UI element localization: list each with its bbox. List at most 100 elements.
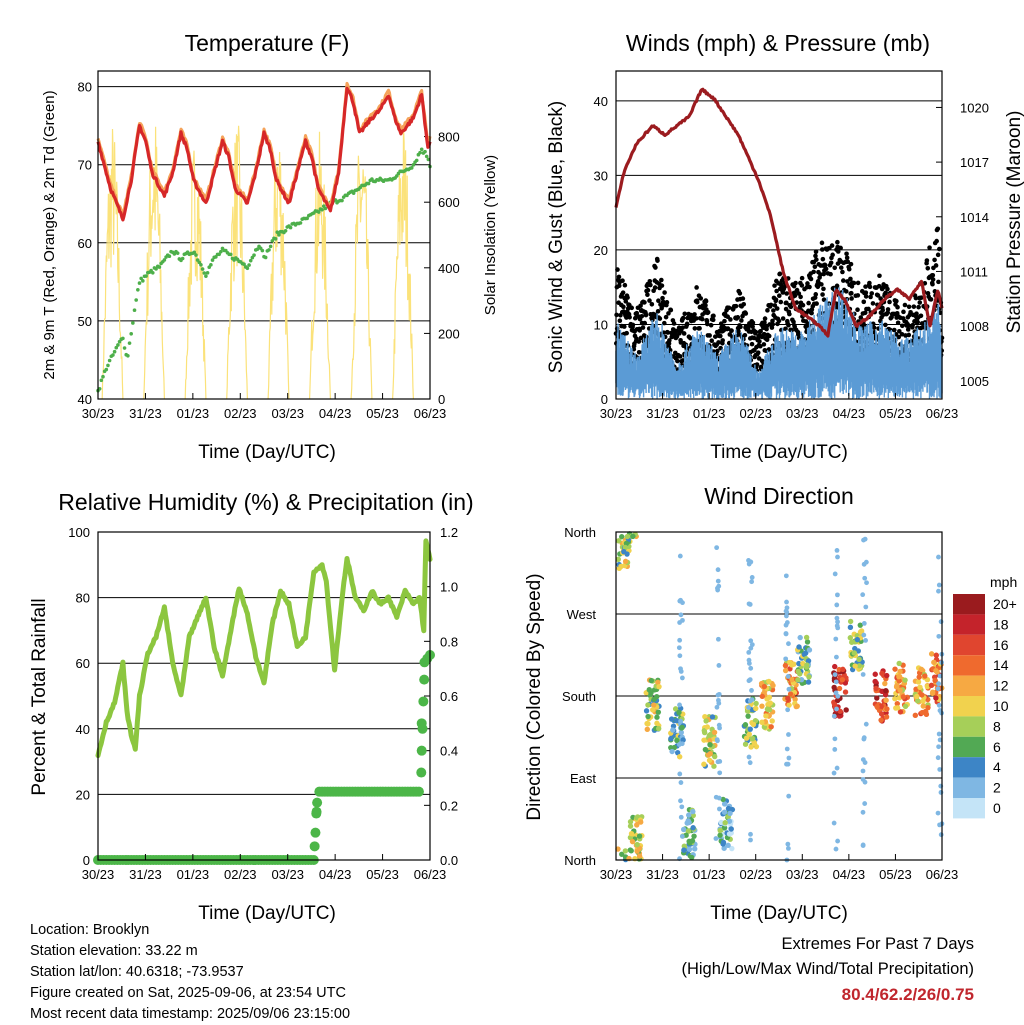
dewpoint-point (263, 255, 268, 260)
gust-point (793, 280, 798, 286)
legend-label: 2 (993, 780, 1001, 796)
direction-point (707, 750, 713, 757)
gust-point (666, 311, 671, 316)
direction-point (856, 656, 862, 663)
direction-point (761, 683, 768, 690)
gust-point (806, 300, 811, 306)
gust-point (906, 304, 912, 310)
gust-point (722, 318, 727, 324)
direction-point (872, 671, 878, 677)
direction-point (935, 755, 941, 761)
gust-point (660, 295, 665, 301)
temperature-xtick-label: 01/23 (177, 406, 210, 421)
gust-point (662, 290, 667, 295)
gust-point (645, 287, 651, 293)
direction-point (784, 599, 789, 605)
precip-point (311, 808, 322, 819)
gust-point (798, 294, 803, 300)
direction-point (679, 675, 685, 681)
direction-point (714, 704, 720, 710)
legend-label: 18 (993, 616, 1009, 632)
direction-point (936, 582, 942, 588)
precip-point (310, 827, 321, 838)
direction-point (797, 634, 803, 641)
direction-point (832, 672, 838, 677)
latlon-text: Station lat/lon: 40.6318; -73.9537 (30, 964, 244, 980)
direction-point (787, 691, 794, 697)
gust-point (813, 249, 819, 255)
gust-point (899, 323, 905, 329)
direction-point (645, 702, 651, 708)
gust-point (813, 253, 818, 259)
dewpoint-point (351, 191, 356, 195)
gust-point (867, 284, 873, 290)
dewpoint-point (97, 386, 102, 391)
legend-label: 20+ (993, 596, 1017, 612)
temperature-xtick-label: 03/23 (271, 406, 304, 421)
direction-point (938, 619, 944, 625)
location-text: Location: Brooklyn (30, 922, 150, 938)
direction-point (681, 847, 687, 853)
temperature-xtick-label: 06/23 (414, 406, 447, 421)
winds-xtick-label: 02/23 (739, 406, 772, 421)
gust-point (935, 226, 941, 232)
dewpoint-point (323, 206, 328, 211)
direction-point (789, 676, 795, 683)
gust-point (807, 284, 812, 290)
humidity-xtick-label: 30/23 (82, 867, 115, 882)
direction-point (834, 765, 840, 771)
recent-text: Most recent data timestamp: 2025/09/06 2… (30, 1006, 351, 1022)
direction-point (805, 679, 812, 685)
direction-point (883, 714, 890, 720)
gust-point (624, 330, 629, 336)
direction-point (677, 553, 683, 559)
wind-direction-xtick-label: 01/23 (693, 867, 726, 882)
gust-point (875, 293, 881, 298)
gust-point (784, 291, 790, 296)
gust-point (915, 319, 920, 325)
legend-swatch (953, 675, 985, 696)
gust-point (868, 294, 873, 300)
direction-point (721, 845, 727, 851)
direction-point (717, 827, 723, 834)
direction-point (835, 625, 841, 631)
gust-point (738, 324, 743, 330)
gust-point (671, 321, 677, 326)
gust-point (846, 266, 852, 272)
gust-point (835, 239, 840, 245)
gust-point (917, 300, 923, 305)
gust-point (620, 290, 626, 295)
gust-point (918, 313, 924, 319)
wind-direction-panel: Wind Direction North East South West North 30… (524, 483, 1017, 924)
direction-point (863, 638, 868, 643)
dewpoint-point (192, 250, 197, 255)
direction-point (707, 742, 713, 748)
gust-point (750, 320, 756, 326)
direction-ytick-label: East (570, 771, 596, 786)
dewpoint-point (260, 248, 265, 253)
precip-point (309, 841, 320, 852)
dewpoint-point (426, 157, 431, 162)
direction-point (753, 700, 759, 707)
direction-point (784, 613, 789, 619)
direction-point (746, 754, 752, 760)
direction-point (747, 698, 753, 704)
direction-point (622, 848, 629, 854)
temperature-xtick-label: 05/23 (366, 406, 399, 421)
gust-point (774, 306, 780, 311)
gust-point (708, 322, 714, 328)
gust-point (642, 320, 648, 326)
humidity-xtick-label: 03/23 (271, 867, 304, 882)
direction-point (785, 674, 791, 679)
direction-point (706, 757, 713, 763)
direction-point (715, 636, 721, 642)
precip-ytick-label: 0.2 (440, 798, 458, 813)
direction-point (856, 663, 863, 669)
gust-point (848, 261, 854, 267)
elevation-text: Station elevation: 33.22 m (30, 943, 198, 959)
extremes-values: 80.4/62.2/26/0.75 (841, 985, 974, 1004)
gust-point (885, 286, 890, 292)
wind-direction-xtick-label: 05/23 (879, 867, 912, 882)
dewpoint-point (202, 271, 207, 275)
direction-point (748, 665, 754, 671)
